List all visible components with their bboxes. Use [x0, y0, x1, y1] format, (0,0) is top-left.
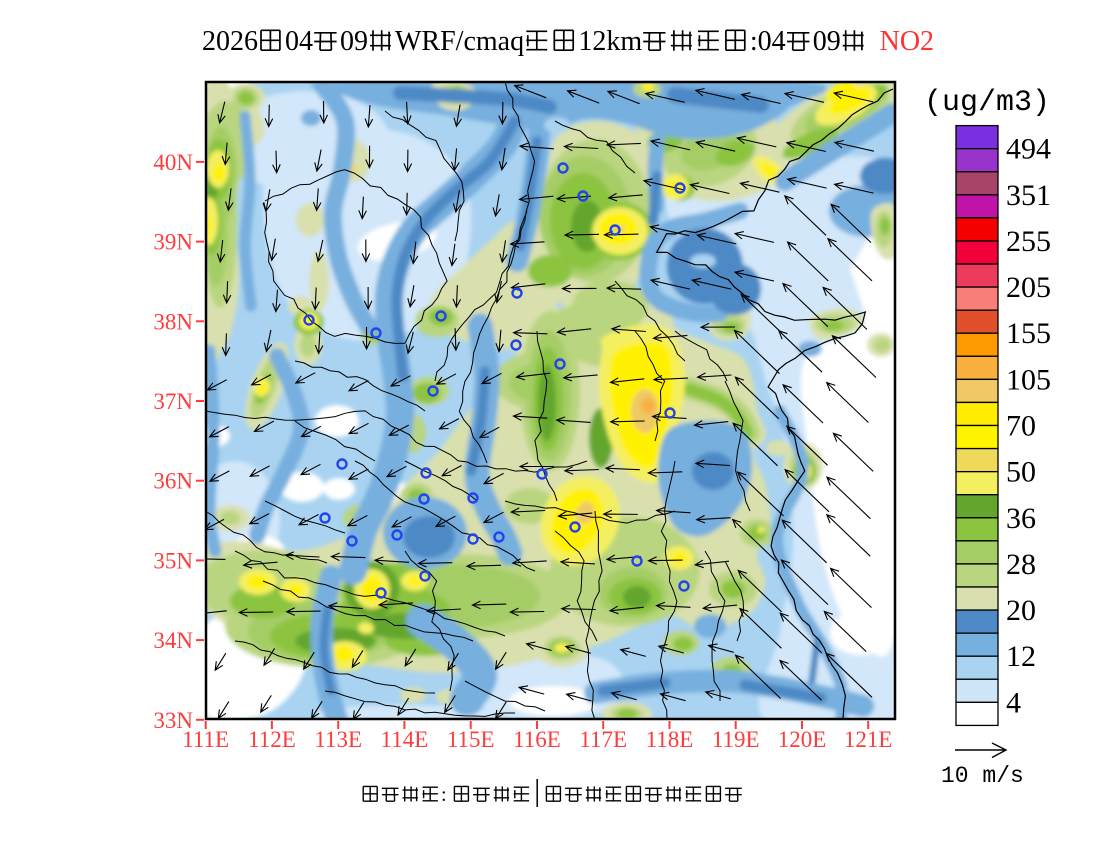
svg-text:28: 28: [1006, 548, 1036, 581]
svg-text:113E: 113E: [314, 727, 362, 752]
svg-text:120E: 120E: [778, 727, 827, 752]
svg-text:105: 105: [1006, 363, 1051, 396]
svg-text:36N: 36N: [153, 469, 193, 494]
svg-text:155: 155: [1006, 317, 1051, 350]
svg-text:(ug/m3): (ug/m3): [924, 86, 1050, 120]
svg-text:205: 205: [1006, 271, 1051, 304]
svg-text:04: 04: [285, 26, 313, 57]
svg-text:33N: 33N: [153, 708, 193, 733]
svg-text:20: 20: [1006, 594, 1036, 627]
svg-text:34N: 34N: [153, 628, 193, 653]
svg-text:118E: 118E: [646, 727, 694, 752]
svg-text:39N: 39N: [153, 230, 193, 255]
svg-text:36: 36: [1006, 502, 1036, 535]
svg-text:10 m/s: 10 m/s: [941, 763, 1024, 789]
svg-text:09: 09: [813, 26, 841, 57]
svg-text:50: 50: [1006, 456, 1036, 489]
svg-text:116E: 116E: [513, 727, 561, 752]
svg-text:494: 494: [1006, 133, 1051, 166]
svg-text:12: 12: [1006, 640, 1036, 673]
svg-text:NO2: NO2: [880, 26, 934, 57]
svg-text:09: 09: [340, 26, 368, 57]
svg-text:12km: 12km: [578, 26, 642, 57]
svg-text:112E: 112E: [248, 727, 296, 752]
svg-text:121E: 121E: [844, 727, 893, 752]
svg-text:351: 351: [1006, 179, 1051, 212]
svg-text:70: 70: [1006, 410, 1036, 443]
svg-text:38N: 38N: [153, 309, 193, 334]
svg-text:2026: 2026: [202, 26, 258, 57]
svg-text:4: 4: [1006, 686, 1021, 719]
svg-text:111E: 111E: [182, 727, 229, 752]
svg-text:255: 255: [1006, 225, 1051, 258]
svg-text:37N: 37N: [153, 389, 193, 414]
svg-text:WRF/cmaq: WRF/cmaq: [395, 26, 524, 57]
svg-text::: :: [441, 784, 452, 806]
svg-text:40N: 40N: [153, 150, 193, 175]
svg-text:119E: 119E: [712, 727, 760, 752]
svg-text::04: :04: [750, 26, 786, 57]
svg-text:117E: 117E: [579, 727, 627, 752]
svg-text:115E: 115E: [447, 727, 495, 752]
svg-text:35N: 35N: [153, 548, 193, 573]
svg-text:114E: 114E: [381, 727, 429, 752]
